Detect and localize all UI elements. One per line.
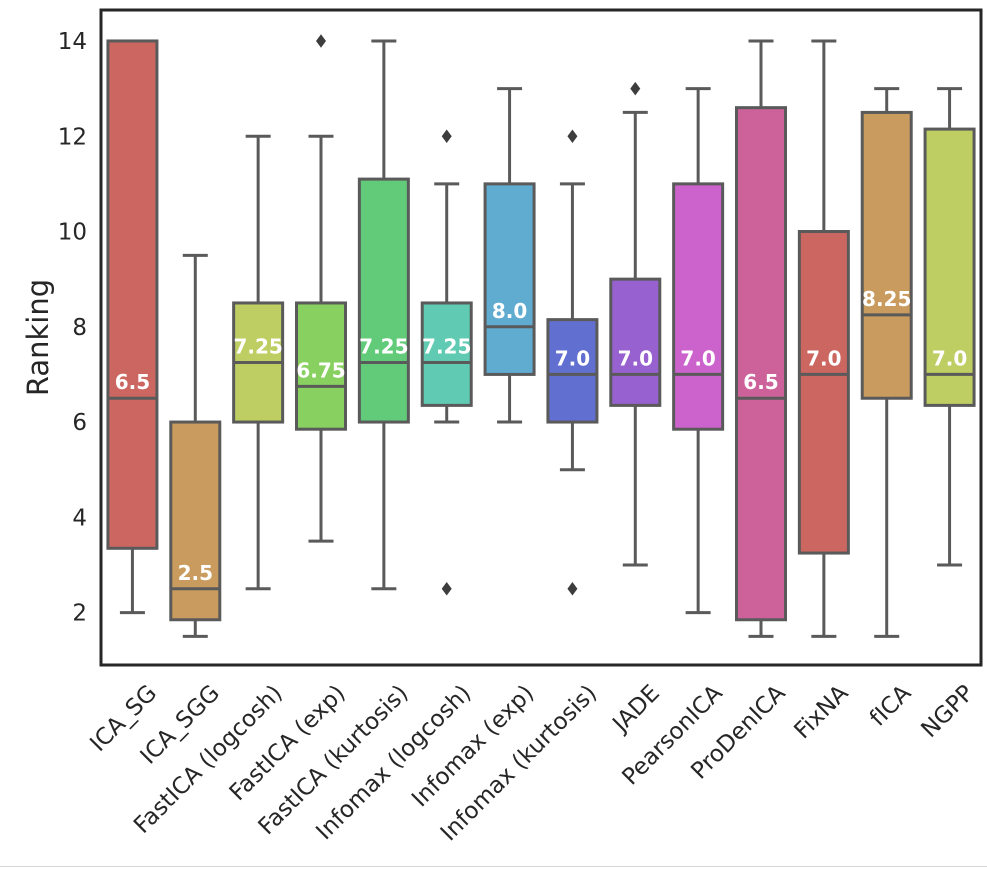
outlier-marker: [567, 129, 578, 143]
y-tick-label: 12: [58, 124, 87, 150]
box-body: [420, 301, 473, 407]
box-fixna: 7.0: [797, 39, 850, 638]
box-body: [295, 301, 347, 431]
y-tick-label: 8: [72, 315, 87, 341]
box-fastica-exp: 6.75: [295, 34, 347, 543]
box-ica-sg: 6.5: [106, 39, 159, 615]
box-body: [860, 110, 913, 400]
outlier-marker: [567, 582, 578, 596]
y-tick-label: 2: [72, 601, 87, 627]
box-body: [483, 182, 536, 376]
box-jade: 7.0: [609, 81, 662, 567]
median-label: 8.25: [862, 287, 911, 311]
median-label: 6.5: [115, 370, 150, 394]
outlier-marker: [316, 34, 326, 48]
outlier-marker: [441, 129, 452, 143]
median-label: 7.0: [806, 346, 841, 370]
median-label: 7.0: [680, 346, 715, 370]
box-body: [923, 127, 976, 407]
x-tick-label: NGPP: [916, 680, 979, 743]
median-label: 7.25: [233, 335, 282, 359]
box-body: [169, 420, 222, 622]
box-ica-sgg: 2.5: [169, 253, 222, 638]
y-tick-label: 6: [72, 410, 87, 436]
outlier-marker: [630, 81, 641, 96]
median-label: 7.0: [555, 346, 590, 370]
median-label: 8.0: [492, 299, 527, 323]
box-fica: 8.25: [860, 87, 913, 638]
plot-frame: [99, 8, 983, 667]
y-axis-title: Ranking: [21, 279, 55, 396]
median-label: 7.25: [359, 335, 408, 359]
box-body: [546, 318, 599, 424]
box-body: [357, 177, 410, 424]
box-infomax-logcosh: 7.25: [420, 129, 473, 596]
box-fastica-logcosh: 7.25: [232, 134, 285, 591]
box-fastica-kurtosis: 7.25: [357, 39, 410, 591]
median-label: 6.75: [296, 358, 345, 382]
x-tick-label: fICA: [865, 680, 917, 732]
x-tick-label: FixNA: [789, 680, 853, 744]
median-label: 2.5: [178, 561, 213, 585]
outlier-marker: [441, 582, 452, 596]
y-tick-label: 14: [58, 29, 87, 55]
box-prodenica: 6.5: [735, 39, 787, 638]
median-label: 7.25: [422, 335, 471, 359]
bottom-divider: [0, 866, 987, 867]
box-body: [106, 39, 159, 550]
box-body: [609, 277, 662, 407]
box-infomax-exp: 8.0: [483, 87, 536, 424]
box-body: [735, 106, 787, 622]
median-label: 7.0: [618, 346, 653, 370]
y-tick-label: 10: [58, 220, 87, 246]
box-ngpp: 7.0: [923, 87, 976, 567]
median-label: 7.0: [932, 346, 967, 370]
x-tick-label: JADE: [607, 680, 665, 738]
median-label: 6.5: [743, 370, 778, 394]
box-infomax-kurtosis: 7.0: [546, 129, 599, 596]
y-tick-label: 4: [72, 505, 87, 531]
box-body: [797, 230, 850, 555]
box-body: [672, 182, 725, 431]
box-pearsonica: 7.0: [672, 87, 725, 615]
